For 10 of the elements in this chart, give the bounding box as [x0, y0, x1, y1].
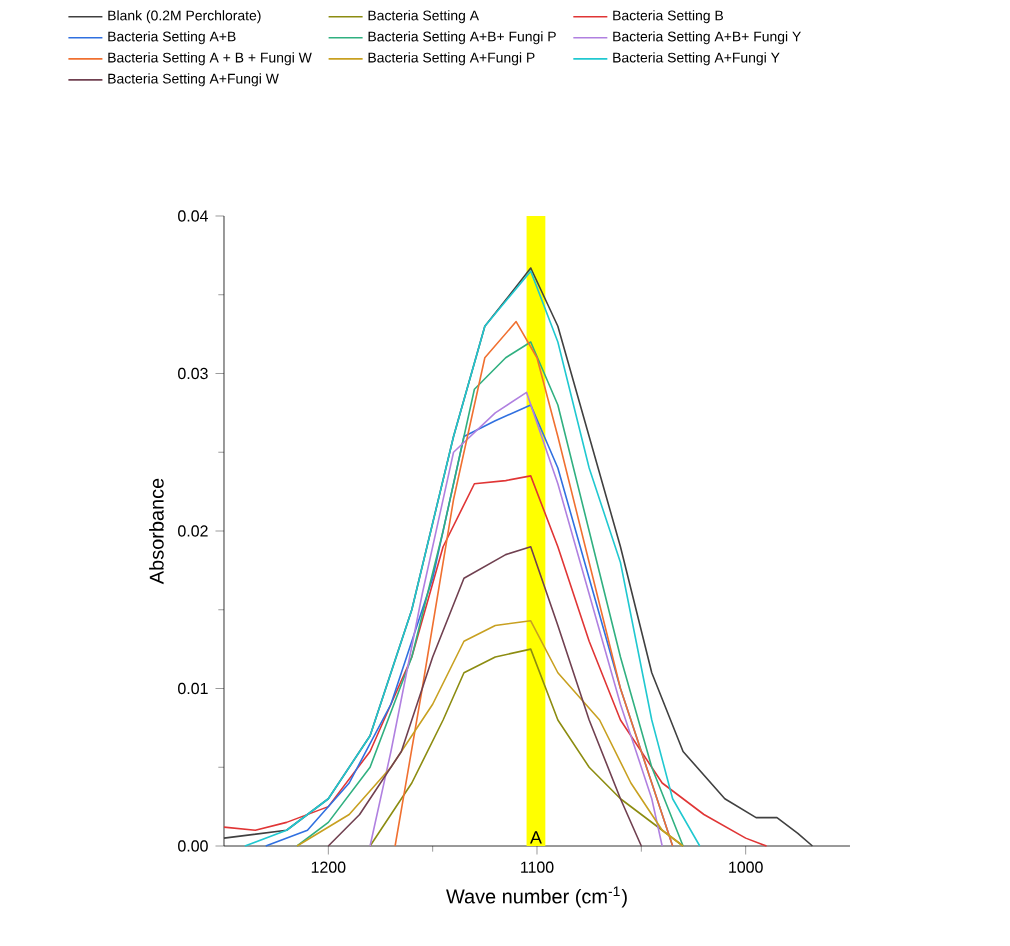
line-series: [327, 545, 643, 847]
x-axis-title: Wave number (cm$^{-1}$): [446, 886, 627, 908]
line-series: [296, 619, 684, 847]
line-series: [394, 320, 674, 847]
line-series: [244, 270, 701, 847]
line-series: [369, 391, 663, 847]
line-series: [296, 341, 684, 847]
line-series: [223, 475, 768, 847]
y-axis-title: Absorbance: [149, 478, 164, 585]
band-label: A: [530, 831, 542, 844]
